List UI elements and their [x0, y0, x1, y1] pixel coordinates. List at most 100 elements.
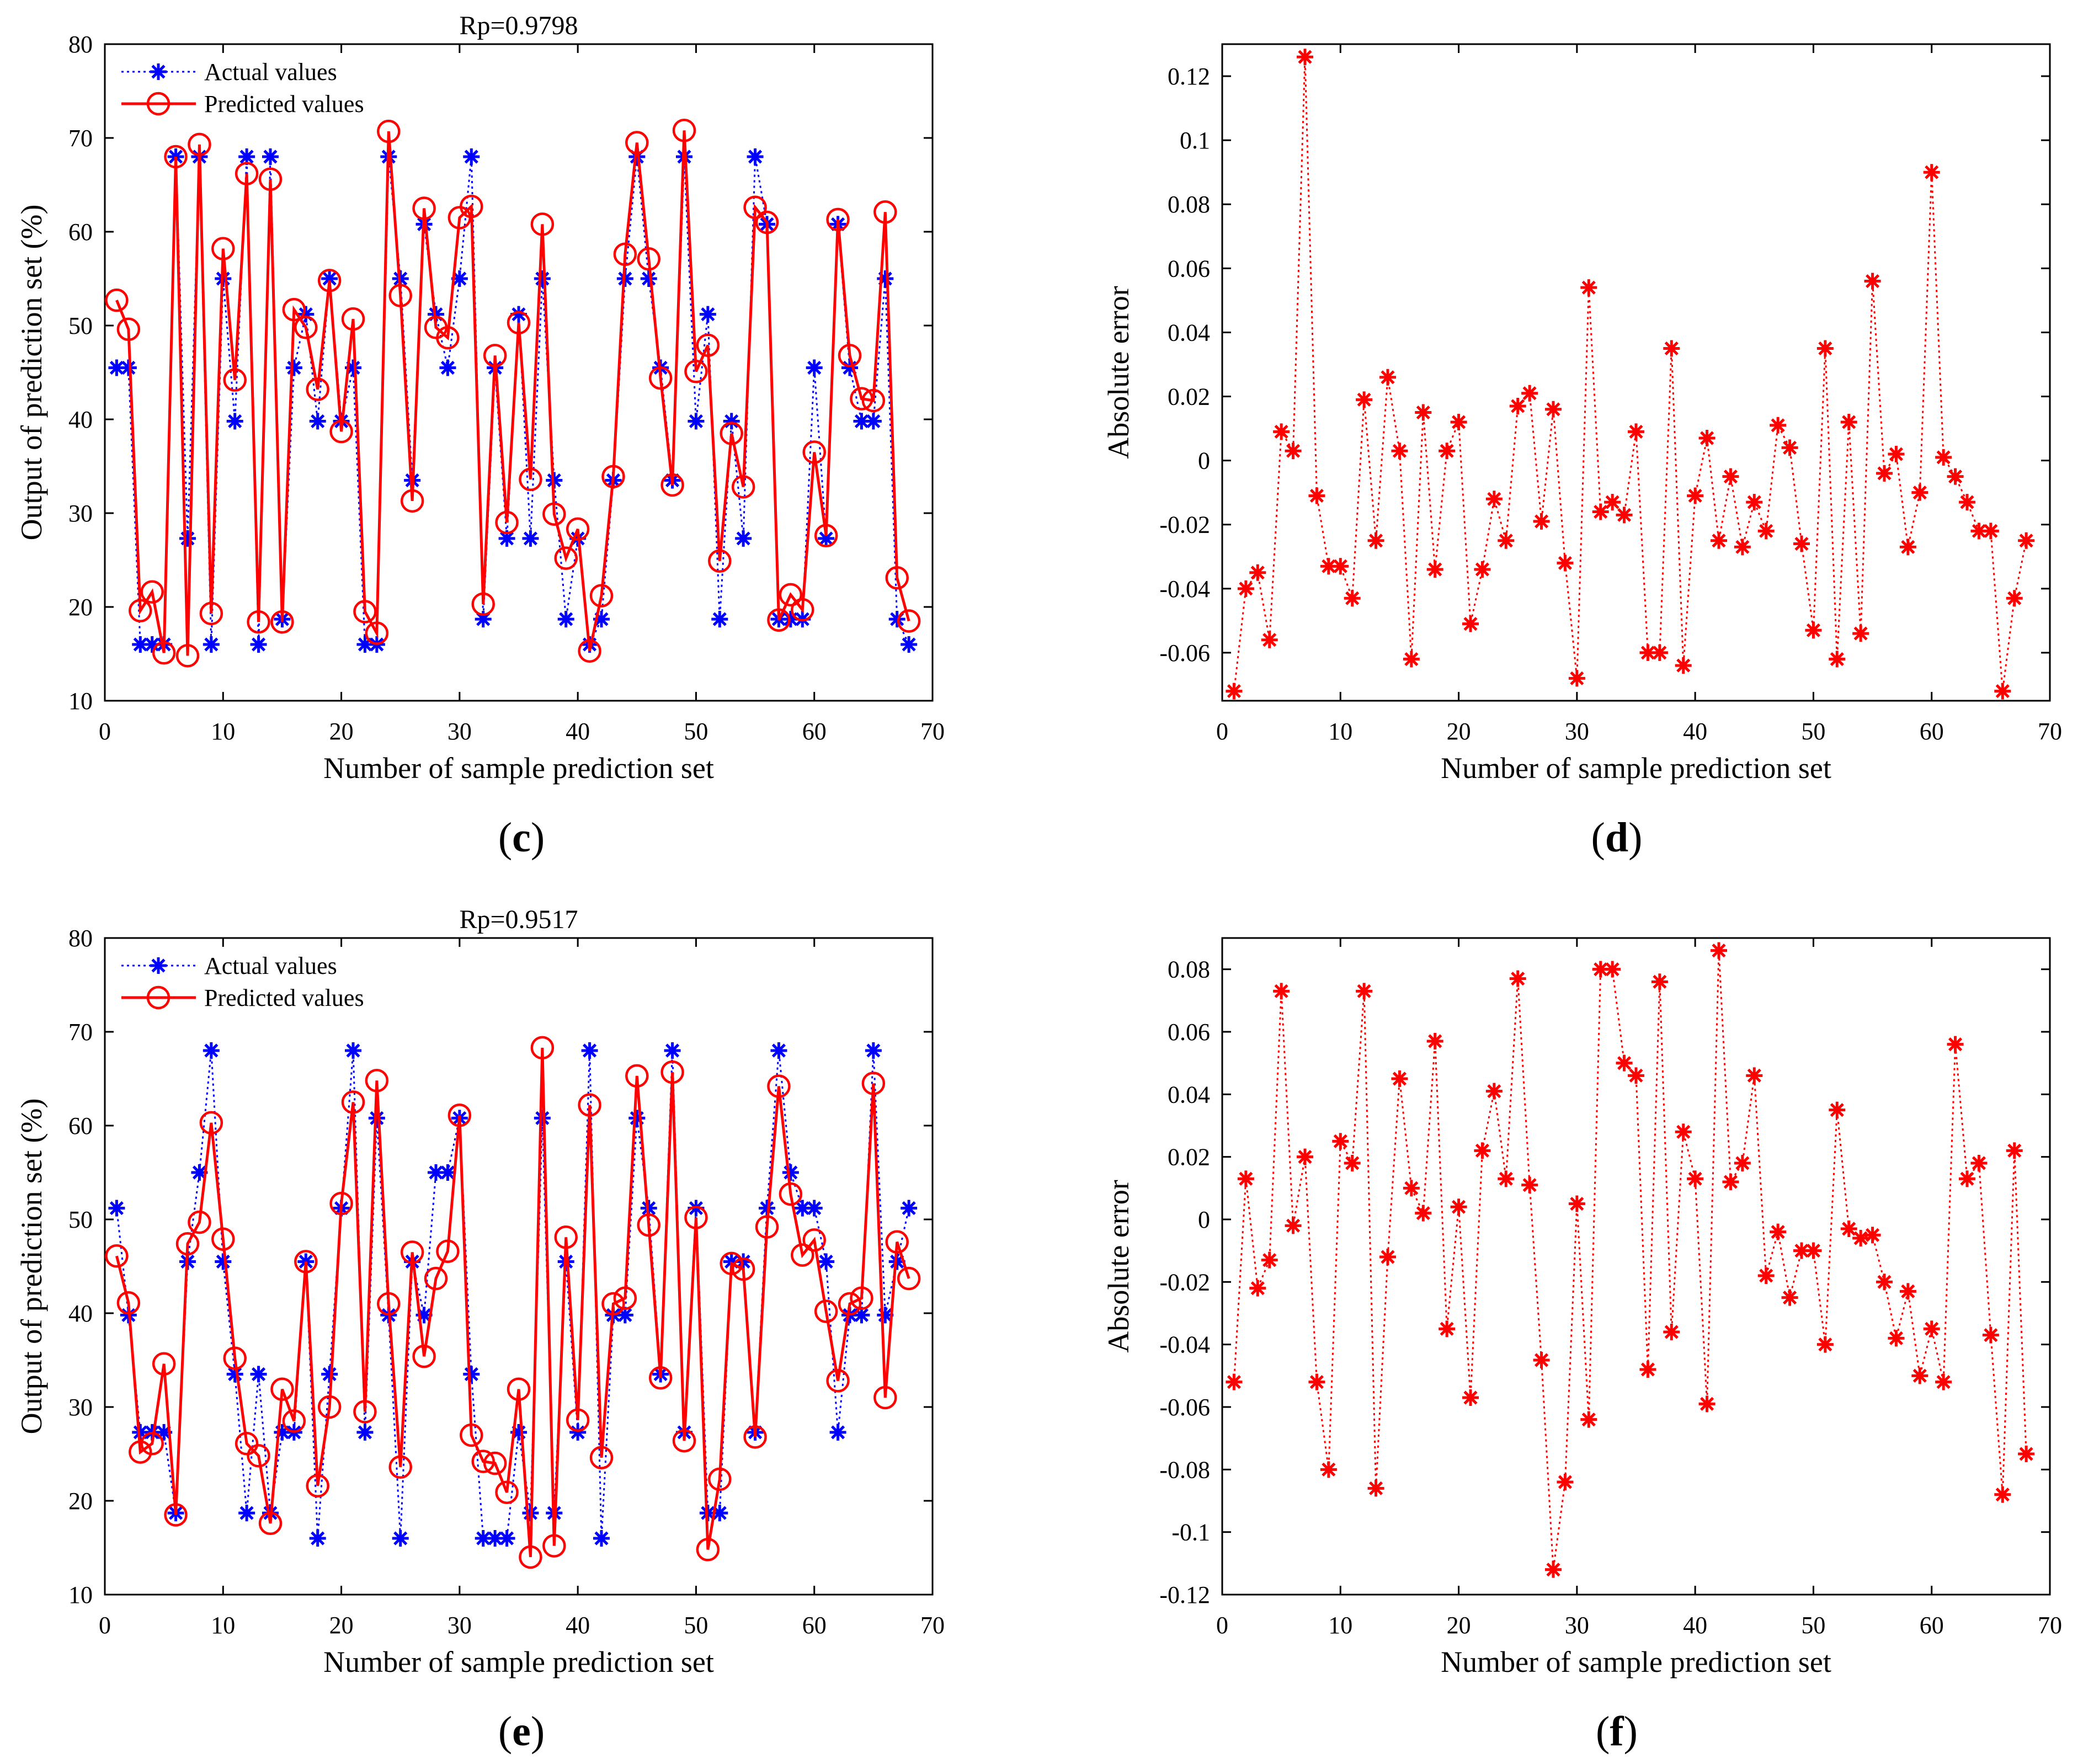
point-f-0	[1781, 1289, 1798, 1306]
point-f-0	[1711, 942, 1727, 959]
y-tick-label-d: 0	[1198, 447, 1210, 475]
point-c-1	[625, 131, 649, 154]
point-f-0	[1426, 1033, 1443, 1049]
point-f-0	[1249, 1280, 1266, 1297]
point-e-0	[735, 1253, 752, 1270]
y-axis-label-c: Output of prediction set (%)	[15, 205, 48, 541]
point-f-0	[1568, 1195, 1585, 1212]
point-e-0	[156, 1424, 173, 1441]
point-f-0	[1367, 1480, 1384, 1497]
x-tick-label-e: 30	[448, 1612, 472, 1639]
point-e-0	[770, 1042, 787, 1059]
point-f-0	[1498, 1170, 1515, 1187]
y-tick-label-c: 20	[68, 594, 93, 621]
point-d-0	[1439, 443, 1456, 460]
point-c-1	[873, 200, 897, 224]
point-e-1	[519, 1545, 542, 1569]
series-line-e-1	[115, 1047, 910, 1558]
point-f-0	[2006, 1142, 2023, 1159]
point-c-1	[235, 162, 259, 185]
point-e-1	[377, 1292, 401, 1316]
point-f-0	[1982, 1326, 1999, 1344]
point-d-0	[1485, 491, 1503, 508]
point-d-0	[1864, 273, 1881, 290]
point-c-1	[826, 207, 850, 232]
y-tick-label-f: -0.1	[1171, 1519, 1210, 1546]
point-f-0	[1651, 973, 1668, 990]
y-tick-label-d: 0.04	[1168, 319, 1210, 346]
y-tick-label-c: 60	[68, 218, 93, 246]
point-c-1	[483, 344, 507, 367]
point-e-1	[282, 1409, 306, 1433]
x-tick-label-d: 70	[2038, 718, 2062, 745]
series-line-f-0	[1233, 950, 2027, 1570]
point-f-0	[1332, 1133, 1349, 1150]
point-d-0	[1604, 494, 1621, 511]
point-e-1	[495, 1480, 519, 1504]
point-d-0	[1261, 631, 1278, 648]
point-d-0	[1379, 369, 1396, 386]
point-e-0	[829, 1424, 846, 1441]
legend-e: Actual values Predicted values	[121, 952, 364, 1011]
point-e-0	[581, 1042, 598, 1059]
point-f-0	[1675, 1123, 1692, 1141]
point-c-0	[865, 413, 882, 430]
point-d-0	[1509, 397, 1526, 414]
point-c-1	[519, 467, 542, 492]
y-tick-label-c: 50	[68, 312, 93, 339]
point-d-0	[1852, 625, 1869, 642]
point-d-0	[1249, 564, 1266, 581]
point-f-0	[1757, 1267, 1775, 1284]
series-d-0	[1226, 49, 2035, 700]
point-e-1	[755, 1215, 779, 1239]
point-f-0	[1805, 1242, 1822, 1259]
caption-f: (f)	[1596, 1708, 1638, 1755]
point-f-0	[1888, 1330, 1905, 1347]
point-c-1	[175, 644, 200, 668]
series-c-1	[105, 119, 921, 668]
point-c-1	[850, 387, 873, 411]
point-f-0	[1663, 1324, 1680, 1340]
point-d-0	[1273, 423, 1290, 440]
y-tick-label-e: 40	[68, 1300, 93, 1327]
point-d-0	[1935, 449, 1952, 466]
caption-c-letter: c	[512, 814, 531, 861]
point-c-0	[534, 270, 551, 287]
point-f-0	[1273, 983, 1290, 1000]
x-tick-label-d: 0	[1216, 718, 1228, 745]
y-tick-label-d: -0.04	[1159, 575, 1210, 603]
point-e-1	[802, 1228, 826, 1252]
point-c-1	[365, 621, 389, 645]
point-e-1	[317, 1395, 342, 1419]
y-tick-label-e: 10	[68, 1581, 93, 1608]
point-c-0	[475, 611, 492, 628]
point-d-0	[1770, 417, 1787, 434]
legend-label-actual: Actual values	[204, 58, 337, 86]
point-e-1	[542, 1534, 566, 1558]
point-f-0	[1947, 1036, 1964, 1053]
point-d-0	[1285, 443, 1302, 460]
point-d-0	[1722, 468, 1739, 485]
point-e-0	[794, 1200, 811, 1217]
point-e-1	[258, 1511, 283, 1536]
point-e-0	[475, 1530, 492, 1547]
point-e-1	[861, 1072, 886, 1095]
plot-frame-f	[1221, 937, 2051, 1596]
plot-frame-c	[104, 43, 934, 702]
point-f-0	[1687, 1170, 1704, 1187]
point-e-0	[888, 1253, 905, 1270]
point-e-1	[767, 1074, 791, 1098]
y-tick-label-f: 0.02	[1168, 1144, 1210, 1171]
x-tick-label-e: 0	[99, 1612, 111, 1639]
x-tick-label-d: 20	[1447, 718, 1471, 745]
point-c-1	[329, 419, 353, 444]
legend-marker-predicted	[146, 92, 171, 116]
point-e-1	[341, 1090, 365, 1114]
point-d-0	[1840, 413, 1857, 430]
legend-label-predicted: Predicted values	[204, 90, 364, 118]
point-c-0	[108, 359, 125, 376]
point-e-1	[897, 1266, 921, 1291]
point-e-1	[708, 1467, 732, 1491]
